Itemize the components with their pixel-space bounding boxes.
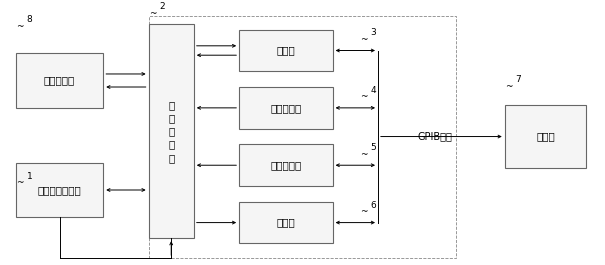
Text: 综测仪: 综测仪 <box>276 46 295 55</box>
Text: 信号过滤器: 信号过滤器 <box>44 76 75 86</box>
Bar <box>239 144 333 186</box>
Bar <box>239 202 333 244</box>
Text: 3: 3 <box>371 28 376 37</box>
Bar <box>16 163 103 217</box>
Text: ~: ~ <box>505 82 512 91</box>
Text: 2: 2 <box>160 2 165 11</box>
Text: 矢量信号源: 矢量信号源 <box>270 103 301 113</box>
Text: 6: 6 <box>371 201 376 210</box>
Bar <box>239 30 333 71</box>
Text: 射
频
控
制
箱: 射 频 控 制 箱 <box>168 100 174 163</box>
Text: ~: ~ <box>16 178 23 187</box>
Text: 5: 5 <box>371 143 376 152</box>
Bar <box>149 16 456 258</box>
Text: 频谱仪: 频谱仪 <box>276 218 295 228</box>
Text: ~: ~ <box>360 35 367 44</box>
Text: 模拟信号源: 模拟信号源 <box>270 160 301 170</box>
Text: 待测试通信终端: 待测试通信终端 <box>38 185 82 195</box>
Text: 计算机: 计算机 <box>536 131 555 142</box>
Text: 8: 8 <box>27 15 33 24</box>
Text: ~: ~ <box>16 22 23 31</box>
Text: ~: ~ <box>149 9 156 18</box>
Text: GPIB总线: GPIB总线 <box>418 131 453 141</box>
Text: ~: ~ <box>360 207 367 216</box>
Text: 1: 1 <box>27 172 33 181</box>
Text: 7: 7 <box>515 76 522 84</box>
Bar <box>239 87 333 129</box>
Text: ~: ~ <box>360 92 367 101</box>
Text: ~: ~ <box>360 150 367 159</box>
Bar <box>149 24 194 238</box>
Text: 4: 4 <box>371 86 376 95</box>
Bar <box>505 105 586 168</box>
Bar <box>16 53 103 108</box>
